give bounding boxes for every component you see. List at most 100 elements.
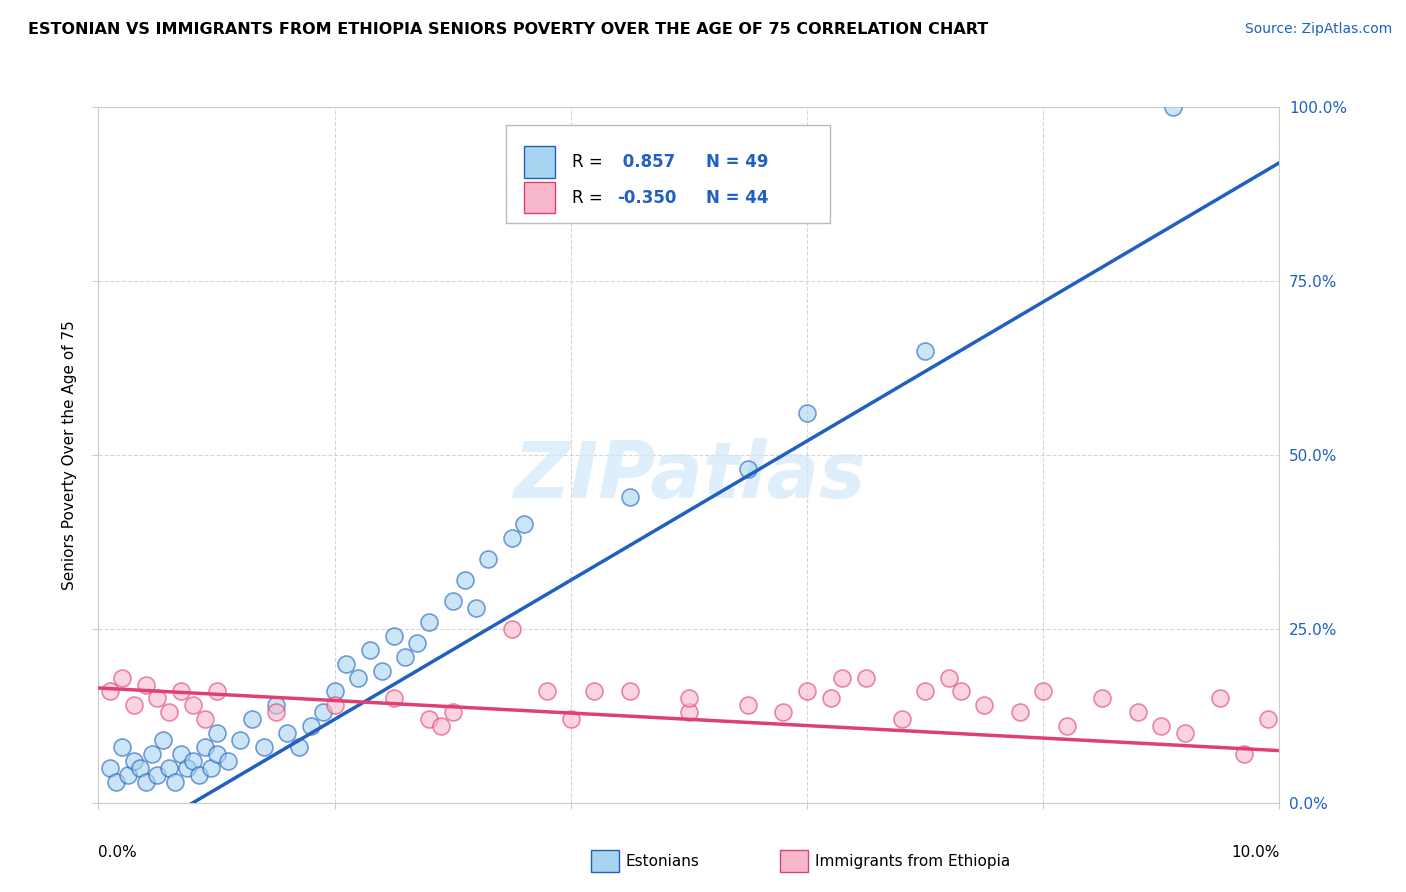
Point: [536, 684, 558, 698]
Point: [229, 733, 252, 747]
Point: [501, 622, 523, 636]
Point: [796, 684, 818, 698]
Point: [176, 761, 198, 775]
Point: [441, 706, 464, 720]
Point: [1150, 719, 1173, 733]
Point: [194, 712, 217, 726]
Point: [152, 733, 174, 747]
Point: [111, 671, 134, 685]
Point: [831, 671, 853, 685]
Point: [796, 406, 818, 420]
Point: [323, 698, 346, 713]
Point: [1233, 747, 1256, 761]
Point: [1209, 691, 1232, 706]
Text: -0.350: -0.350: [617, 189, 676, 207]
Point: [890, 712, 912, 726]
Point: [128, 761, 150, 775]
Point: [323, 684, 346, 698]
Point: [772, 706, 794, 720]
Point: [406, 636, 429, 650]
Y-axis label: Seniors Poverty Over the Age of 75: Seniors Poverty Over the Age of 75: [62, 320, 77, 590]
Point: [194, 740, 217, 755]
Point: [240, 712, 263, 726]
Point: [382, 629, 405, 643]
Point: [465, 601, 488, 615]
Point: [453, 573, 475, 587]
Point: [205, 726, 228, 740]
Point: [335, 657, 357, 671]
Point: [560, 712, 582, 726]
Point: [288, 740, 311, 755]
Point: [1032, 684, 1054, 698]
Point: [418, 712, 440, 726]
Point: [122, 698, 145, 713]
Point: [441, 594, 464, 608]
Point: [1091, 691, 1114, 706]
Point: [135, 677, 157, 691]
Point: [1126, 706, 1149, 720]
Point: [430, 719, 453, 733]
Text: 10.0%: 10.0%: [1232, 845, 1279, 860]
Point: [347, 671, 370, 685]
Point: [312, 706, 335, 720]
Point: [914, 343, 936, 358]
Point: [299, 719, 322, 733]
Point: [205, 747, 228, 761]
Point: [619, 490, 641, 504]
Point: [1008, 706, 1031, 720]
Point: [146, 768, 169, 782]
Point: [371, 664, 394, 678]
Point: [157, 706, 180, 720]
Point: [170, 747, 193, 761]
Point: [512, 517, 534, 532]
Point: [141, 747, 163, 761]
Point: [253, 740, 276, 755]
Text: Source: ZipAtlas.com: Source: ZipAtlas.com: [1244, 22, 1392, 37]
Point: [105, 775, 128, 789]
Point: [264, 698, 287, 713]
Point: [394, 649, 416, 664]
Point: [855, 671, 877, 685]
Point: [264, 706, 287, 720]
Point: [276, 726, 298, 740]
Point: [678, 691, 700, 706]
Text: N = 44: N = 44: [706, 189, 768, 207]
Text: 0.0%: 0.0%: [98, 845, 138, 860]
Point: [501, 532, 523, 546]
Point: [187, 768, 209, 782]
Point: [1257, 712, 1279, 726]
Point: [1056, 719, 1078, 733]
Text: Immigrants from Ethiopia: Immigrants from Ethiopia: [815, 855, 1011, 869]
Point: [205, 684, 228, 698]
Text: ZIPatlas: ZIPatlas: [513, 438, 865, 514]
Point: [98, 684, 121, 698]
Point: [619, 684, 641, 698]
Point: [914, 684, 936, 698]
Point: [181, 754, 204, 768]
Point: [737, 462, 759, 476]
Point: [122, 754, 145, 768]
Point: [217, 754, 239, 768]
Point: [170, 684, 193, 698]
Point: [117, 768, 139, 782]
Point: [135, 775, 157, 789]
Point: [382, 691, 405, 706]
Point: [678, 706, 700, 720]
Text: Estonians: Estonians: [626, 855, 700, 869]
Point: [165, 775, 187, 789]
Point: [181, 698, 204, 713]
Text: N = 49: N = 49: [706, 153, 768, 171]
Text: 0.857: 0.857: [617, 153, 675, 171]
Point: [477, 552, 499, 566]
Point: [418, 615, 440, 629]
Text: ESTONIAN VS IMMIGRANTS FROM ETHIOPIA SENIORS POVERTY OVER THE AGE OF 75 CORRELAT: ESTONIAN VS IMMIGRANTS FROM ETHIOPIA SEN…: [28, 22, 988, 37]
Point: [146, 691, 169, 706]
Point: [973, 698, 995, 713]
Point: [157, 761, 180, 775]
Point: [949, 684, 972, 698]
Text: R =: R =: [572, 189, 609, 207]
Point: [1174, 726, 1197, 740]
Text: R =: R =: [572, 153, 609, 171]
Point: [200, 761, 222, 775]
Point: [938, 671, 960, 685]
